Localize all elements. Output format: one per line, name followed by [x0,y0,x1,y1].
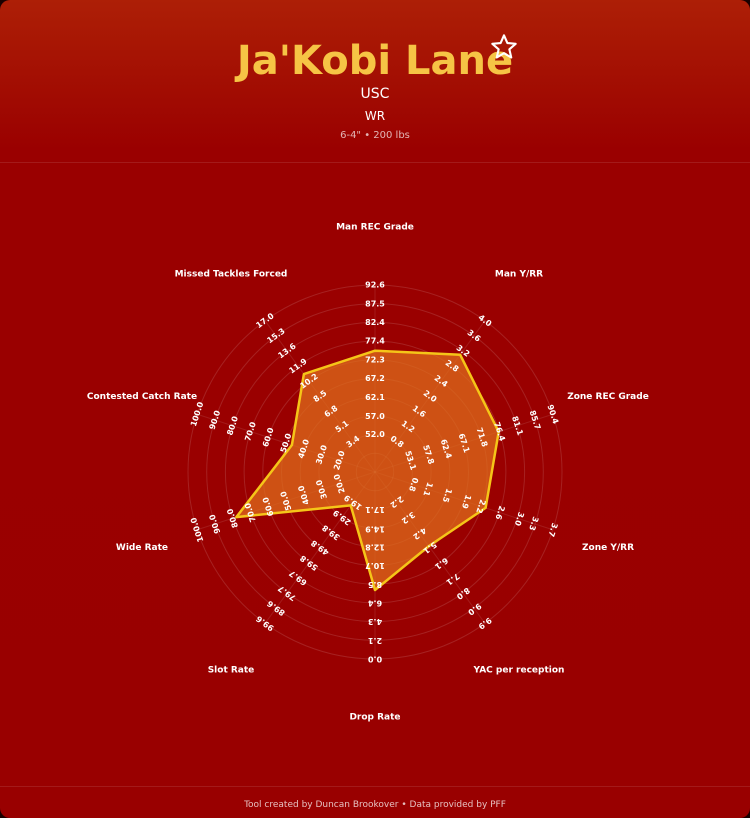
tick-label: 90.4 [546,403,561,425]
tick-label: 1.5 [440,487,453,504]
axis-label: Man REC Grade [336,223,414,233]
tick-label: 17.1 [365,505,385,514]
tick-label: 1.9 [460,494,473,511]
tick-label: 79.7 [276,584,297,603]
tick-label: 70.0 [243,420,258,442]
axis-label: Man Y/RR [495,269,543,279]
grid-ring [206,303,544,641]
header: Ja'Kobi Lane USC WR 6-4" • 200 lbs [0,0,750,163]
tick-label: 81.1 [510,415,525,437]
tick-label: 4.3 [368,617,382,626]
grid-ring [243,340,507,604]
tick-label: 9.9 [476,615,493,631]
tick-label: 13.6 [276,341,298,360]
tick-label: 2.1 [367,636,382,645]
tick-label: 0.8 [407,476,420,493]
axis-label: Slot Rate [208,666,255,676]
tick-label: 52.0 [365,430,385,439]
tick-label: 57.0 [365,412,385,421]
tick-label: 90.0 [208,409,223,431]
tick-label: 12.8 [365,543,385,552]
footer: Tool created by Duncan Brookover • Data … [0,786,750,818]
tick-label: 62.1 [365,393,385,402]
tick-label: 100.0 [189,516,206,543]
grid-ring [224,321,526,623]
tick-label: 0.0 [367,655,382,664]
tick-label: 67.2 [365,374,385,383]
data-area [235,349,500,592]
tick-label: 100.0 [189,400,206,427]
tick-label: 7.1 [444,571,461,587]
tick-label: 69.7 [287,568,308,587]
tick-label: 92.6 [365,281,385,290]
tick-label: 3.0 [513,511,526,528]
axis-label: Drop Rate [349,713,400,723]
axis-label: YAC per reception [473,666,565,676]
position: WR [364,109,386,123]
tick-label: 17.0 [254,311,276,330]
tick-label: 82.4 [365,318,385,327]
axis-label: Contested Catch Rate [87,392,197,402]
axis-label: Wide Rate [116,543,168,553]
team: USC [360,86,390,102]
axis-label: Zone Y/RR [582,543,634,553]
tick-label: 77.4 [365,337,385,346]
tick-label: 87.5 [365,299,385,308]
radar-chart: 52.0 57.0 62.1 67.2 72.3 77.4 82.4 87.5 92.6 Man … [87,223,649,723]
tick-label: 1.1 [421,481,434,498]
axis-label: Zone REC Grade [567,392,649,402]
measurements: 6-4" • 200 lbs [340,130,410,141]
tick-label: 2.6 [493,504,506,521]
tick-label: 72.3 [365,355,385,364]
tick-label: 9.0 [466,601,483,617]
tick-label: 99.6 [254,614,276,633]
tick-label: 2.2 [474,498,487,514]
tick-label: 14.9 [365,524,385,533]
tick-label: 4.0 [477,313,494,329]
favorite-star[interactable] [490,33,518,61]
tick-label: 90.0 [207,513,222,535]
tick-label: 85.7 [528,409,543,431]
tick-label: 89.6 [265,598,287,617]
tick-label: 10.7 [365,561,385,570]
tick-label: 3.3 [527,515,540,531]
tick-label: 8.5 [367,580,382,589]
tick-label: 15.3 [265,326,286,345]
tick-label: 80.0 [225,415,240,437]
tick-label: 60.0 [261,426,276,448]
grid-ring [187,284,563,660]
tick-label: 6.4 [367,599,382,608]
player-name: Ja'Kobi Lane [236,38,514,84]
tick-label: 3.6 [466,328,483,344]
axis-label: Missed Tackles Forced [175,269,288,279]
tick-label: 8.0 [454,586,471,602]
tick-label: 6.1 [433,556,450,572]
tick-label: 3.7 [546,522,559,538]
